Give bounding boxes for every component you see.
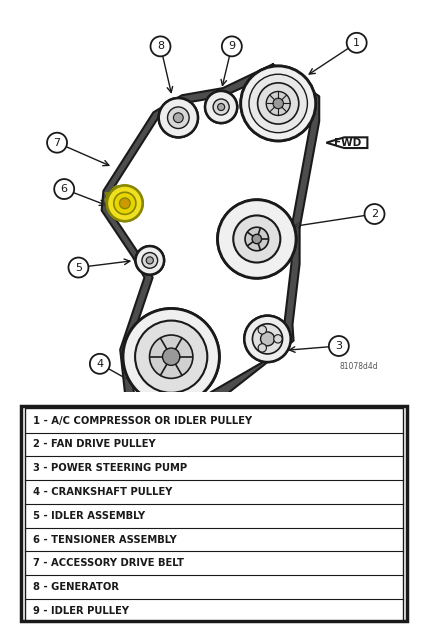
Circle shape <box>173 113 183 122</box>
Circle shape <box>167 107 189 128</box>
Circle shape <box>135 320 207 393</box>
Circle shape <box>244 316 291 362</box>
Circle shape <box>241 66 316 141</box>
Circle shape <box>329 336 349 356</box>
Circle shape <box>54 179 74 199</box>
Circle shape <box>163 348 180 366</box>
Circle shape <box>136 246 164 275</box>
Circle shape <box>222 36 242 56</box>
Circle shape <box>258 83 299 124</box>
Text: 8 - GENERATOR: 8 - GENERATOR <box>33 582 119 592</box>
Text: 4 - CRANKSHAFT PULLEY: 4 - CRANKSHAFT PULLEY <box>33 487 172 497</box>
Circle shape <box>173 113 183 122</box>
Text: 8: 8 <box>157 41 164 52</box>
Circle shape <box>273 98 283 108</box>
Circle shape <box>149 335 193 378</box>
Circle shape <box>119 198 130 209</box>
Text: 5 - IDLER ASSEMBLY: 5 - IDLER ASSEMBLY <box>33 511 145 521</box>
Polygon shape <box>327 137 367 148</box>
Circle shape <box>217 200 296 278</box>
Circle shape <box>245 227 269 251</box>
Circle shape <box>249 74 307 133</box>
Circle shape <box>261 332 274 346</box>
Circle shape <box>217 103 225 110</box>
Circle shape <box>159 98 198 137</box>
Text: 2: 2 <box>371 209 378 219</box>
Circle shape <box>266 91 290 115</box>
Circle shape <box>146 257 153 264</box>
Circle shape <box>146 257 153 264</box>
Text: 3: 3 <box>336 341 342 351</box>
Text: FWD: FWD <box>334 138 361 147</box>
Text: 1 - A/C COMPRESSOR OR IDLER PULLEY: 1 - A/C COMPRESSOR OR IDLER PULLEY <box>33 416 252 426</box>
Circle shape <box>136 246 164 275</box>
Circle shape <box>135 320 207 393</box>
Circle shape <box>261 332 274 346</box>
Circle shape <box>258 325 267 334</box>
Circle shape <box>142 253 158 268</box>
Text: 81078d4d: 81078d4d <box>339 362 378 371</box>
Circle shape <box>90 354 110 374</box>
Text: 3 - POWER STEERING PUMP: 3 - POWER STEERING PUMP <box>33 463 187 473</box>
Circle shape <box>159 98 198 137</box>
Circle shape <box>205 91 237 123</box>
Circle shape <box>258 83 299 124</box>
Circle shape <box>142 253 158 268</box>
Circle shape <box>249 74 307 133</box>
Text: 7: 7 <box>54 138 61 147</box>
Circle shape <box>213 99 229 115</box>
Circle shape <box>217 103 225 110</box>
Circle shape <box>258 325 267 334</box>
Text: 6: 6 <box>61 184 68 194</box>
Polygon shape <box>101 64 319 408</box>
Circle shape <box>213 99 229 115</box>
Circle shape <box>151 36 170 56</box>
Circle shape <box>252 234 262 244</box>
Text: 5: 5 <box>75 262 82 272</box>
Circle shape <box>253 324 282 354</box>
Text: 4: 4 <box>96 359 104 369</box>
Circle shape <box>274 335 282 343</box>
Circle shape <box>114 192 136 214</box>
Circle shape <box>119 198 130 209</box>
Circle shape <box>205 91 237 123</box>
Circle shape <box>114 192 136 214</box>
Text: 7 - ACCESSORY DRIVE BELT: 7 - ACCESSORY DRIVE BELT <box>33 558 184 568</box>
Circle shape <box>245 227 269 251</box>
Circle shape <box>253 324 282 354</box>
Circle shape <box>266 91 290 115</box>
Circle shape <box>274 335 282 343</box>
FancyBboxPatch shape <box>21 406 407 621</box>
Text: 2 - FAN DRIVE PULLEY: 2 - FAN DRIVE PULLEY <box>33 440 155 449</box>
Circle shape <box>123 309 220 405</box>
Circle shape <box>252 234 262 244</box>
Circle shape <box>233 216 280 262</box>
Circle shape <box>163 348 180 366</box>
Circle shape <box>241 66 316 141</box>
Circle shape <box>107 186 143 221</box>
FancyBboxPatch shape <box>25 408 403 620</box>
Circle shape <box>233 216 280 262</box>
Circle shape <box>347 33 367 53</box>
Polygon shape <box>107 186 142 219</box>
Circle shape <box>258 344 267 352</box>
Circle shape <box>149 335 193 378</box>
Circle shape <box>167 107 189 128</box>
Text: 1: 1 <box>353 38 360 48</box>
Circle shape <box>68 258 89 278</box>
Circle shape <box>244 316 291 362</box>
Circle shape <box>107 186 143 221</box>
Circle shape <box>273 98 283 108</box>
Circle shape <box>47 133 67 152</box>
Text: 6 - TENSIONER ASSEMBLY: 6 - TENSIONER ASSEMBLY <box>33 535 177 545</box>
Circle shape <box>365 204 384 224</box>
Circle shape <box>123 309 220 405</box>
Circle shape <box>258 344 267 352</box>
Text: 9 - IDLER PULLEY: 9 - IDLER PULLEY <box>33 606 129 616</box>
Polygon shape <box>105 188 143 219</box>
Text: 9: 9 <box>228 41 235 52</box>
Circle shape <box>217 200 296 278</box>
